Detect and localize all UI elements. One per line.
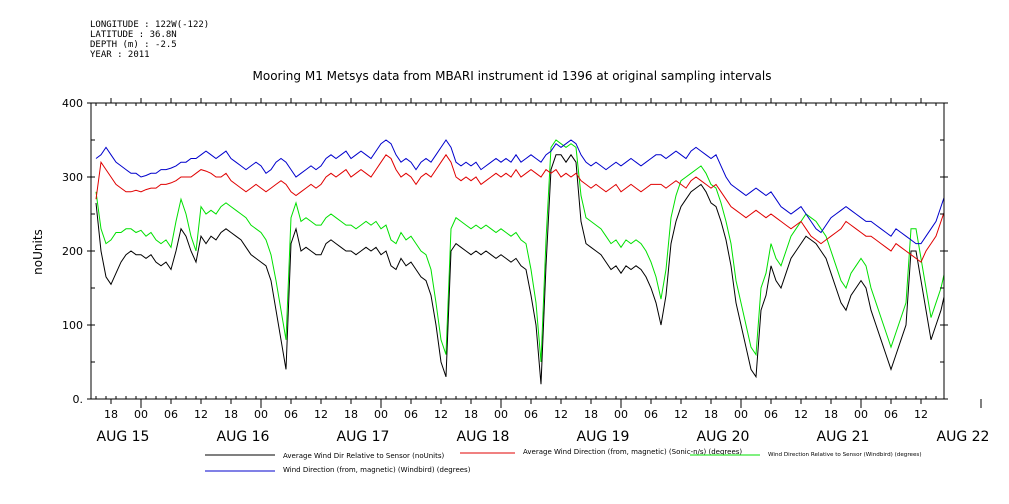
x-tick-label: 06 [764, 408, 778, 421]
series-line-2 [95, 139, 944, 363]
y-tick-label: 300 [62, 171, 83, 184]
x-date-label: AUG 21 [817, 429, 870, 445]
depth-label: DEPTH (m) : -2.5 [90, 40, 177, 50]
x-date-label: AUG 16 [217, 429, 270, 445]
x-tick-label: 06 [284, 408, 298, 421]
x-tick-label: 12 [914, 408, 928, 421]
series-line-0 [95, 153, 944, 385]
y-tick-label: 400 [62, 97, 83, 110]
longitude-label: LONGITUDE : 122W(-122) [90, 20, 210, 30]
legend-label-0: Average Wind Dir Relative to Sensor (noU… [283, 452, 444, 460]
legend-label-2: Wind Direction Relative to Sensor (Windb… [768, 452, 922, 458]
x-tick-label: 18 [464, 408, 478, 421]
x-tick-label: 00 [134, 408, 148, 421]
x-tick-label: 00 [494, 408, 508, 421]
legend-label-1: Average Wind Direction (from, magnetic) … [523, 448, 742, 456]
x-tick-label: 12 [674, 408, 688, 421]
year-label: YEAR : 2011 [90, 50, 150, 60]
x-tick-label: 06 [404, 408, 418, 421]
x-date-label: AUG 18 [457, 429, 510, 445]
x-tick-label: 00 [254, 408, 268, 421]
x-tick-label: 18 [584, 408, 598, 421]
x-date-label: AUG 20 [697, 429, 750, 445]
x-tick-label: 00 [854, 408, 868, 421]
x-date-label: AUG 15 [97, 429, 150, 445]
chart-title: Mooring M1 Metsys data from MBARI instru… [253, 69, 772, 83]
x-tick-label: 18 [824, 408, 838, 421]
x-date-label: AUG 22 [937, 429, 990, 445]
x-tick-label: 12 [794, 408, 808, 421]
x-tick-label: 18 [704, 408, 718, 421]
x-tick-label: 12 [554, 408, 568, 421]
plot-frame [90, 102, 945, 400]
x-tick-label: 06 [524, 408, 538, 421]
x-tick-label: 06 [644, 408, 658, 421]
x-date-label: AUG 19 [577, 429, 630, 445]
x-tick-label: 06 [884, 408, 898, 421]
x-date-label: AUG 17 [337, 429, 390, 445]
y-axis-label: noUnits [31, 229, 45, 275]
legend: Average Wind Dir Relative to Sensor (noU… [205, 448, 922, 474]
x-tick-label: 12 [314, 408, 328, 421]
legend-label-3: Wind Direction (from, magnetic) (Windbir… [283, 466, 471, 474]
x-tick-label: 00 [734, 408, 748, 421]
x-tick-label: 18 [344, 408, 358, 421]
x-tick-label: 06 [164, 408, 178, 421]
dataset-metadata: LONGITUDE : 122W(-122) LATITUDE : 36.8N … [90, 20, 209, 60]
y-tick-label: 100 [62, 319, 83, 332]
latitude-label: LATITUDE : 36.8N [90, 30, 177, 40]
x-tick-label: 00 [374, 408, 388, 421]
y-tick-label: 0. [73, 393, 84, 406]
x-tick-label: 12 [194, 408, 208, 421]
x-tick-label: 18 [224, 408, 238, 421]
series-line-3 [95, 139, 944, 245]
series-line-1 [95, 153, 944, 263]
x-tick-label: 00 [614, 408, 628, 421]
y-tick-label: 200 [62, 245, 83, 258]
x-tick-label: 18 [104, 408, 118, 421]
x-tick-label: 12 [434, 408, 448, 421]
